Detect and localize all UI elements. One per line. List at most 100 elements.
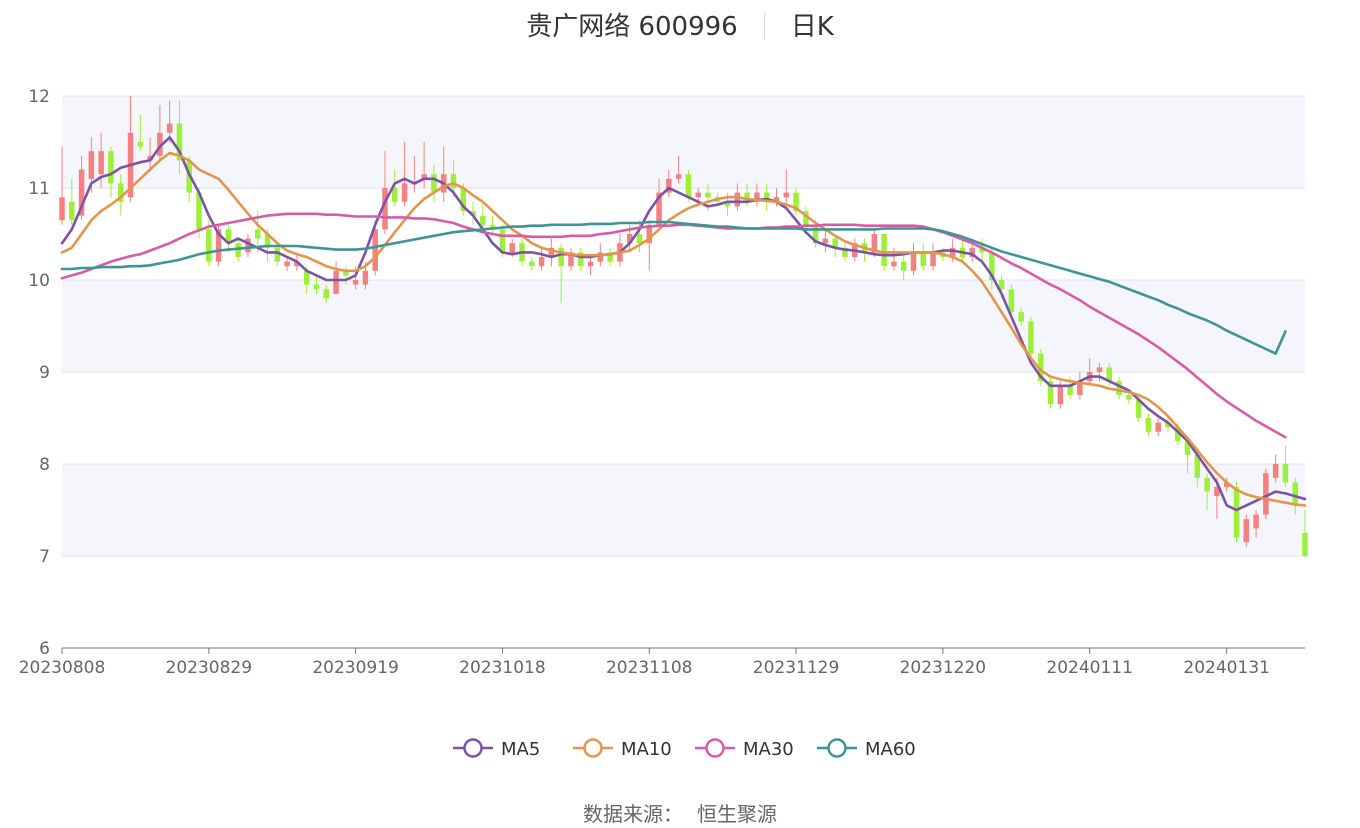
candle — [117, 174, 124, 216]
x-tick-label: 20231018 — [459, 658, 546, 678]
candle-body — [803, 211, 809, 225]
candle-body — [577, 252, 584, 267]
candle-body — [470, 211, 476, 216]
candle-body — [626, 234, 633, 244]
candle-body — [1145, 418, 1152, 432]
candle-body — [910, 252, 917, 271]
candle-body — [949, 247, 956, 257]
candle-body — [313, 284, 320, 290]
candle — [1165, 418, 1171, 432]
candle-body — [1282, 464, 1289, 483]
candle-body — [666, 178, 672, 193]
candle — [783, 169, 790, 207]
candle-body — [1233, 487, 1240, 538]
legend-label: MA5 — [501, 739, 540, 760]
candle — [98, 132, 104, 188]
candle-body — [392, 188, 398, 202]
candle — [1018, 307, 1024, 326]
candle — [137, 114, 144, 152]
candle-body — [274, 247, 281, 262]
legend-marker — [583, 738, 603, 758]
candle-body — [705, 192, 711, 198]
candle — [421, 142, 427, 188]
candle-body — [1096, 367, 1103, 372]
candle — [431, 165, 437, 202]
candle — [1096, 362, 1103, 382]
candle — [568, 247, 574, 271]
candle — [333, 261, 339, 294]
candle — [313, 275, 320, 294]
candle-body — [176, 123, 183, 161]
chart-title-row: 贵广网络 600996 日K — [0, 6, 1360, 43]
candle-body — [450, 174, 457, 188]
candle-body — [1223, 482, 1230, 487]
candle-body — [1243, 519, 1250, 543]
candle — [1037, 349, 1044, 386]
candle-body — [920, 252, 927, 267]
candle-body — [1302, 533, 1308, 556]
candle — [1302, 510, 1308, 558]
legend-label: MA30 — [743, 739, 794, 760]
x-tick-label: 20231108 — [606, 658, 693, 678]
candle — [59, 146, 65, 225]
candle — [69, 178, 75, 225]
candle-body — [264, 234, 271, 248]
candle — [392, 169, 398, 207]
candle — [245, 234, 251, 257]
candle-body — [538, 257, 545, 267]
candle-body — [1272, 464, 1279, 478]
candle — [108, 146, 114, 198]
source-value: 恒生聚源 — [697, 802, 777, 826]
candle-body — [1008, 289, 1015, 313]
candle-body — [401, 183, 408, 202]
candle — [587, 257, 594, 276]
candle-body — [294, 261, 300, 267]
candle-body — [793, 192, 799, 211]
candle-body — [421, 174, 427, 179]
candle-body — [1018, 312, 1024, 322]
candle-body — [998, 280, 1005, 290]
candle — [636, 220, 643, 253]
ma10-line — [60, 151, 1307, 507]
candle-body — [529, 261, 535, 267]
candle — [793, 188, 799, 216]
candles — [59, 96, 1308, 558]
candle — [842, 243, 848, 262]
candle — [1272, 454, 1279, 483]
y-tick-label: 9 — [39, 363, 50, 383]
candle-body — [88, 151, 95, 179]
candle-body — [695, 192, 701, 198]
ma60-line — [60, 220, 1287, 355]
candle-body — [1204, 477, 1210, 492]
candle — [382, 151, 388, 234]
x-tick-label: 20231129 — [753, 658, 840, 678]
legend: MA5 MA10 MA30 MA60 — [453, 738, 916, 760]
candle-body — [979, 247, 985, 253]
candle — [1116, 376, 1122, 400]
candle — [529, 257, 535, 271]
candle-body — [744, 192, 750, 202]
candle — [979, 238, 985, 262]
candle — [1145, 413, 1152, 437]
candle-body — [499, 229, 506, 253]
candle-body — [343, 270, 349, 276]
grid-band — [62, 280, 1305, 372]
candle — [646, 220, 652, 271]
candle-body — [1214, 487, 1220, 497]
candle-body — [568, 252, 574, 267]
candle — [607, 247, 613, 267]
candle-body — [675, 174, 682, 179]
candle-body — [832, 238, 838, 248]
candle — [1243, 514, 1250, 547]
candle-body — [98, 151, 104, 175]
candle — [538, 247, 545, 271]
candle — [832, 234, 838, 257]
title-separator — [763, 13, 765, 39]
candle-body — [597, 252, 604, 262]
grid-band — [62, 464, 1305, 556]
candle — [861, 238, 868, 262]
y-tick-label: 11 — [28, 179, 50, 199]
candle-body — [1135, 399, 1142, 418]
candle — [323, 284, 330, 303]
legend-marker — [827, 738, 847, 758]
